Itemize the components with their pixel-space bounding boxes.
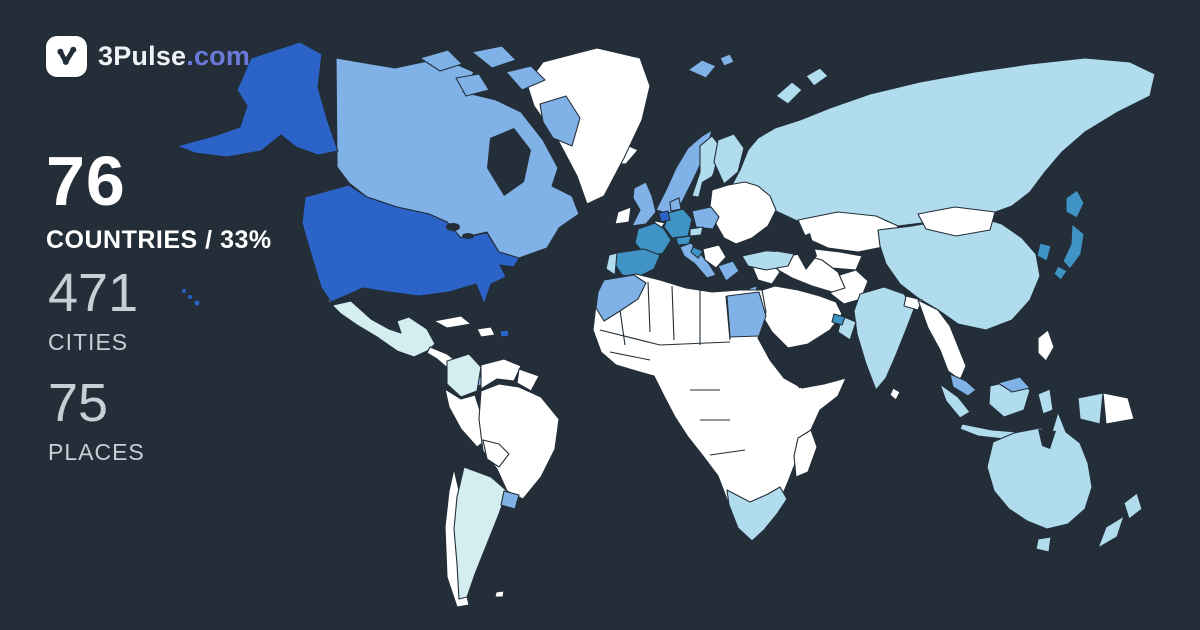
country-south-korea (1036, 242, 1052, 262)
places-value: 75 (48, 373, 109, 433)
countries-label: COUNTRIES / 33% (46, 226, 272, 254)
baltic-sea (698, 176, 712, 202)
country-japan (1065, 189, 1085, 219)
canada-arctic-island (455, 73, 490, 97)
country-czechia (689, 226, 704, 237)
country-uae (831, 313, 846, 326)
country-poland (691, 206, 720, 230)
country-sri-lanka (889, 387, 901, 401)
islands-falkland (494, 590, 505, 598)
black-sea (744, 237, 786, 252)
country-brazil (478, 383, 560, 500)
stat-places: 75 PLACES (48, 376, 368, 466)
island-novaya-zemlya-north (805, 67, 829, 87)
baffin-island (539, 95, 581, 147)
country-bolivia (482, 439, 510, 468)
pulse-check-icon (57, 46, 77, 65)
stat-cities: 471 CITIES (48, 266, 368, 356)
country-netherlands (658, 210, 671, 223)
country-japan (1062, 223, 1085, 270)
canada-arctic-island (419, 49, 463, 72)
caspian-sea (796, 233, 817, 270)
country-indonesia (1077, 392, 1104, 425)
great-lake (462, 233, 474, 239)
logo-badge (46, 36, 87, 77)
country-mexico (322, 290, 436, 358)
country-morocco (595, 274, 647, 322)
country-papua-new-guinea (1102, 392, 1135, 425)
country-greece (717, 260, 740, 282)
country-indonesia (939, 383, 971, 419)
country-malaysia (949, 373, 977, 397)
country-philippines (1037, 329, 1055, 362)
country-new-zealand (1123, 492, 1143, 520)
places-label: PLACES (48, 439, 145, 465)
country-venezuela (480, 358, 522, 390)
country-new-zealand (1097, 515, 1125, 549)
country-mongolia (917, 206, 996, 237)
region-indochina (917, 299, 967, 381)
country-malaysia (997, 376, 1031, 393)
country-croatia (690, 246, 704, 259)
stat-countries: 76 COUNTRIES / 33% (46, 146, 366, 255)
country-usa (301, 184, 520, 305)
country-united-kingdom (631, 181, 657, 227)
island-hispaniola (476, 326, 496, 338)
region-nepal-bangladesh (903, 295, 923, 311)
country-colombia (446, 353, 482, 398)
country-india (853, 286, 915, 391)
hudson-bay (487, 128, 531, 196)
country-finland (713, 133, 745, 185)
region-guyanas (516, 368, 540, 392)
region-balkans (702, 244, 727, 269)
country-south-africa (726, 486, 788, 542)
country-argentina (453, 466, 508, 600)
country-uruguay (500, 490, 520, 510)
state-alaska (176, 41, 339, 158)
cities-value: 471 (48, 263, 139, 323)
country-japan (1053, 265, 1068, 281)
country-svalbard (687, 53, 735, 79)
country-greenland (526, 47, 651, 205)
great-lake (446, 223, 460, 231)
cities-label: CITIES (48, 329, 129, 355)
continent-africa (592, 273, 847, 542)
canada-arctic-island (505, 65, 546, 91)
state-hawaii (180, 287, 201, 307)
country-madagascar (793, 429, 818, 478)
country-cuba (433, 315, 472, 329)
country-portugal (605, 252, 618, 276)
island-tasmania (1035, 536, 1052, 553)
country-indonesia (1037, 388, 1054, 415)
logo-brand: 3Pulse (98, 41, 187, 71)
logo-tld: .com (186, 41, 251, 71)
africa-borders (599, 281, 801, 456)
country-puerto-rico (499, 329, 510, 338)
country-italy (679, 242, 717, 279)
canada-arctic-island (471, 45, 517, 69)
logo: 3Pulse.com (46, 36, 326, 77)
countries-value: 76 (46, 142, 126, 220)
logo-text: 3Pulse.com (98, 41, 250, 72)
island-novaya-zemlya (775, 81, 803, 105)
country-egypt (726, 291, 767, 338)
country-ireland (614, 206, 632, 225)
gulf-of-carpentaria (1038, 429, 1056, 449)
